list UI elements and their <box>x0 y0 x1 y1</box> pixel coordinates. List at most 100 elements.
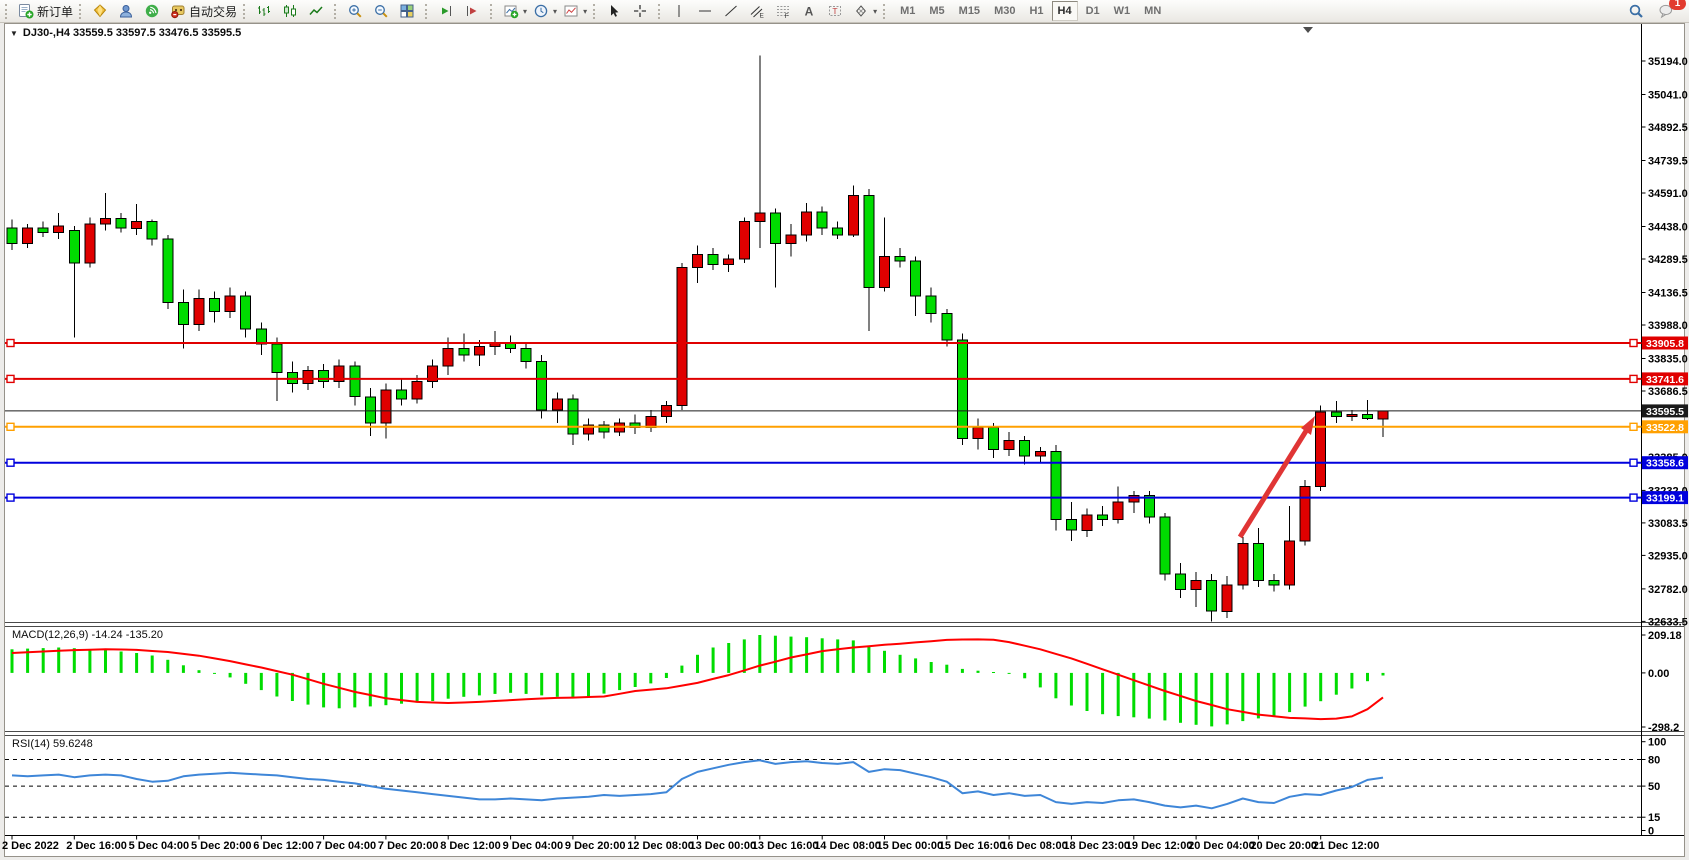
cursor-icon <box>611 5 619 17</box>
price-tick-label: 34438.0 <box>1648 222 1688 234</box>
templates-button[interactable]: ▾ <box>560 0 590 22</box>
tile-windows-button[interactable] <box>396 0 422 22</box>
dropdown-arrow-icon[interactable]: ▾ <box>553 6 558 16</box>
text-label-button[interactable]: T <box>824 0 850 22</box>
candle <box>146 221 158 240</box>
line-handle <box>6 338 15 348</box>
chart-title-bar[interactable]: ▼ DJ30-,H4 33559.5 33597.5 33476.5 33595… <box>10 27 241 39</box>
timeframe-M1-button[interactable]: M1 <box>900 5 916 17</box>
new-order-icon <box>19 4 34 19</box>
svg-text:33199.1: 33199.1 <box>1646 493 1684 505</box>
timeframe-D1-button[interactable]: D1 <box>1085 5 1100 17</box>
candle <box>364 396 376 424</box>
vertical-line-button[interactable] <box>668 0 694 22</box>
chart-shift-button[interactable] <box>461 0 487 22</box>
equidistant-channel-button[interactable]: E <box>746 0 772 22</box>
line-handle <box>1629 338 1638 348</box>
timeframe-M15-button[interactable]: M15 <box>958 5 981 17</box>
horizontal-line-33199.1[interactable]: 33199.1 <box>5 491 1688 505</box>
timeframe-W1-button[interactable]: W1 <box>1113 5 1131 17</box>
cursor-button[interactable] <box>603 0 629 22</box>
horizontal-line-33522.8[interactable]: 33522.8 <box>5 420 1688 434</box>
profile-button[interactable] <box>115 0 141 22</box>
main-toolbar: 新订单 自动交易 ▾ ▾ ▾ E F A T ▾ M1 M5 M15 M30 H1 H4 D1 W1 MN 1 <box>0 0 1689 23</box>
horizontal-line-33905.8[interactable]: 33905.8 <box>5 336 1688 351</box>
market-button[interactable] <box>89 0 115 22</box>
chart-expand-icon[interactable]: ▼ <box>10 28 18 38</box>
candle <box>894 256 906 262</box>
notifications-button[interactable]: 1 <box>1655 0 1686 22</box>
bar-chart-button[interactable] <box>253 0 279 22</box>
candlestick-button[interactable] <box>279 0 305 22</box>
line-chart-icon <box>309 6 323 15</box>
line-handle <box>1629 493 1638 502</box>
time-tick-label: 20 Dec 20:00 <box>1250 840 1317 852</box>
line-chart-button[interactable] <box>305 0 331 22</box>
dropdown-arrow-icon[interactable]: ▾ <box>523 6 528 16</box>
trend-arrow[interactable] <box>1237 416 1315 539</box>
timeframe-M30-button[interactable]: M30 <box>994 5 1016 17</box>
timeframe-M5-button[interactable]: M5 <box>929 5 945 17</box>
time-tick-label: 13 Dec 00:00 <box>690 840 757 852</box>
trendline-button[interactable] <box>720 0 746 22</box>
chart-shift-icon <box>467 6 477 16</box>
timeframe-MN-button[interactable]: MN <box>1144 5 1162 17</box>
candle <box>1221 584 1233 612</box>
time-axis[interactable]: 2 Dec 2022 2 Dec 16:00 5 Dec 04:00 5 Dec 20… <box>2 835 1379 853</box>
candle <box>754 212 766 223</box>
macd-axis-label: -298.2 <box>1648 722 1679 734</box>
svg-text:33741.6: 33741.6 <box>1646 374 1684 386</box>
candle <box>84 223 96 264</box>
macd-label: MACD(12,26,9) -14.24 -135.20 <box>12 629 164 641</box>
chart-shift-marker[interactable] <box>1303 27 1313 33</box>
auto-scroll-button[interactable] <box>435 0 461 22</box>
zoom-in-button[interactable] <box>344 0 370 22</box>
zoom-out-button[interactable] <box>370 0 396 22</box>
toolbar-grip[interactable] <box>5 3 11 19</box>
dropdown-arrow-icon[interactable]: ▾ <box>873 6 878 16</box>
candle <box>349 365 361 398</box>
timeframe-H1-button[interactable]: H1 <box>1029 5 1044 17</box>
svg-text:T: T <box>832 6 837 16</box>
time-tick-label: 20 Dec 04:00 <box>1188 840 1255 852</box>
candle <box>1252 542 1264 582</box>
timeframe-H4-button[interactable]: H4 <box>1051 1 1078 21</box>
price-tick-label: 35041.0 <box>1648 90 1688 102</box>
candle <box>1143 494 1155 518</box>
candle <box>473 345 485 356</box>
candle <box>1284 540 1296 586</box>
candle <box>723 258 735 265</box>
candle <box>941 313 953 341</box>
new-order-button[interactable]: 新订单 <box>15 0 76 22</box>
new-chart-button[interactable]: ▾ <box>500 0 530 22</box>
candle <box>255 328 267 345</box>
periods-button[interactable]: ▾ <box>530 0 560 22</box>
signals-button[interactable] <box>141 0 167 22</box>
candle <box>396 389 407 400</box>
auto-trading-button[interactable]: 自动交易 <box>167 0 240 22</box>
horizontal-line-33595.5[interactable]: 33595.5 <box>5 404 1688 418</box>
text-button[interactable]: A <box>798 0 824 22</box>
candle <box>536 361 548 411</box>
horizontal-line-33741.6[interactable]: 33741.6 <box>5 372 1688 386</box>
horizontal-line-button[interactable] <box>694 0 720 22</box>
rsi-axis-label: 100 <box>1648 737 1666 749</box>
candle <box>956 339 968 439</box>
candle <box>1268 580 1280 586</box>
candle <box>162 238 174 304</box>
time-tick-label: 15 Dec 00:00 <box>877 840 944 852</box>
template-icon <box>564 5 578 17</box>
candle <box>1377 410 1389 420</box>
price-badge <box>1642 456 1688 470</box>
search-button[interactable] <box>1625 0 1651 22</box>
fibonacci-button[interactable]: F <box>772 0 798 22</box>
toolbar-separator <box>658 3 664 19</box>
crosshair-button[interactable] <box>629 0 655 22</box>
arrows-button[interactable]: ▾ <box>850 0 880 22</box>
candle <box>68 229 80 264</box>
horizontal-line-33358.6[interactable]: 33358.6 <box>5 456 1688 470</box>
auto-trading-button-label: 自动交易 <box>189 4 238 19</box>
dropdown-arrow-icon[interactable]: ▾ <box>583 6 588 16</box>
candle <box>816 211 828 229</box>
